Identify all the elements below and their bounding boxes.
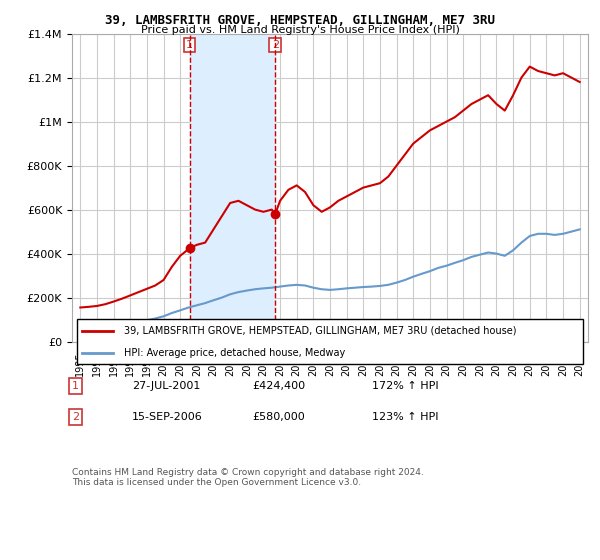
Text: 2: 2 [272, 40, 279, 50]
Text: 1: 1 [72, 381, 79, 391]
FancyBboxPatch shape [77, 319, 583, 365]
Text: 15-SEP-2006: 15-SEP-2006 [132, 412, 203, 422]
Bar [190, 34, 275, 342]
Text: 27-JUL-2001: 27-JUL-2001 [132, 381, 200, 391]
Text: 2: 2 [72, 412, 79, 422]
Text: £424,400: £424,400 [252, 381, 305, 391]
Text: 123% ↑ HPI: 123% ↑ HPI [372, 412, 439, 422]
Text: 1: 1 [186, 40, 193, 50]
Text: 39, LAMBSFRITH GROVE, HEMPSTEAD, GILLINGHAM, ME7 3RU (detached house): 39, LAMBSFRITH GROVE, HEMPSTEAD, GILLING… [124, 325, 516, 335]
Text: 172% ↑ HPI: 172% ↑ HPI [372, 381, 439, 391]
Text: HPI: Average price, detached house, Medway: HPI: Average price, detached house, Medw… [124, 348, 345, 358]
Text: 39, LAMBSFRITH GROVE, HEMPSTEAD, GILLINGHAM, ME7 3RU: 39, LAMBSFRITH GROVE, HEMPSTEAD, GILLING… [105, 14, 495, 27]
Text: £580,000: £580,000 [252, 412, 305, 422]
Text: Price paid vs. HM Land Registry's House Price Index (HPI): Price paid vs. HM Land Registry's House … [140, 25, 460, 35]
Text: Contains HM Land Registry data © Crown copyright and database right 2024.
This d: Contains HM Land Registry data © Crown c… [72, 468, 424, 487]
